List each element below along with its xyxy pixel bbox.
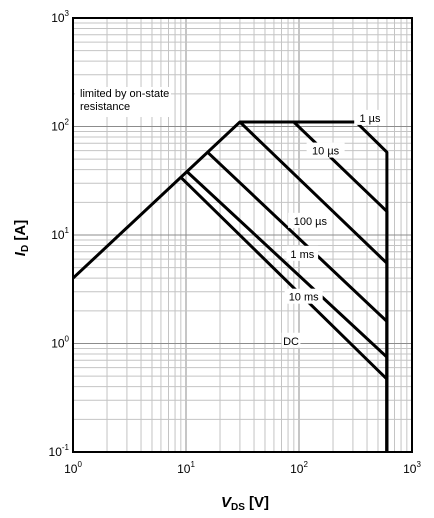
grid <box>73 18 412 452</box>
curve-label-bg <box>281 332 301 348</box>
x-tick-label: 100 <box>64 460 82 476</box>
plot-frame <box>72 17 413 453</box>
curve-label: DC <box>281 332 301 348</box>
curve-dc <box>179 176 389 452</box>
curve-label-bg <box>286 245 319 261</box>
curve-label-text: 10 µs <box>312 146 340 158</box>
x-tick-label: 103 <box>403 460 421 476</box>
x-tick-labels: 100 101 102 103 <box>64 460 421 476</box>
curve-label: 10 ms <box>284 288 323 304</box>
curves <box>71 120 389 452</box>
y-tick-label: 100 <box>51 335 69 351</box>
annotation-line-1: limited by on-state <box>80 88 169 100</box>
y-tick-labels: 10-1 100 101 102 103 <box>49 9 70 459</box>
curve-label-bg <box>306 142 345 158</box>
annotation-line-2: resistance <box>80 101 130 113</box>
curve-label-bg <box>284 288 323 304</box>
curve-label-text: 1 µs <box>360 113 382 125</box>
curve-label: 100 µs <box>288 212 333 228</box>
curve-label: 1 ms <box>286 245 319 261</box>
y-axis-title: ID [A] <box>12 220 31 256</box>
curve-label-bg <box>354 109 386 125</box>
y-tick-label: 103 <box>51 9 69 25</box>
x-tick-label: 101 <box>177 460 195 476</box>
y-tick-label: 102 <box>51 118 69 134</box>
y-tick-label: 10-1 <box>49 443 70 459</box>
x-tick-label: 102 <box>290 460 308 476</box>
curve-label-bg <box>288 212 333 228</box>
curve-label: 10 µs <box>306 142 345 158</box>
curve-labels: 1 µs 10 µs 100 µs 1 ms 10 ms DC <box>281 109 386 348</box>
curve-label-text: 1 ms <box>290 249 314 261</box>
curve-label-text: DC <box>283 336 299 348</box>
y-tick-label: 101 <box>51 226 69 242</box>
curve-label-text: 100 µs <box>294 216 328 228</box>
curve-label-text: 10 ms <box>289 292 319 304</box>
curve-label: 1 µs <box>354 109 386 125</box>
annotation-box: limited by on-state resistance <box>75 87 171 117</box>
x-axis-title: VDS [V] <box>221 494 269 513</box>
